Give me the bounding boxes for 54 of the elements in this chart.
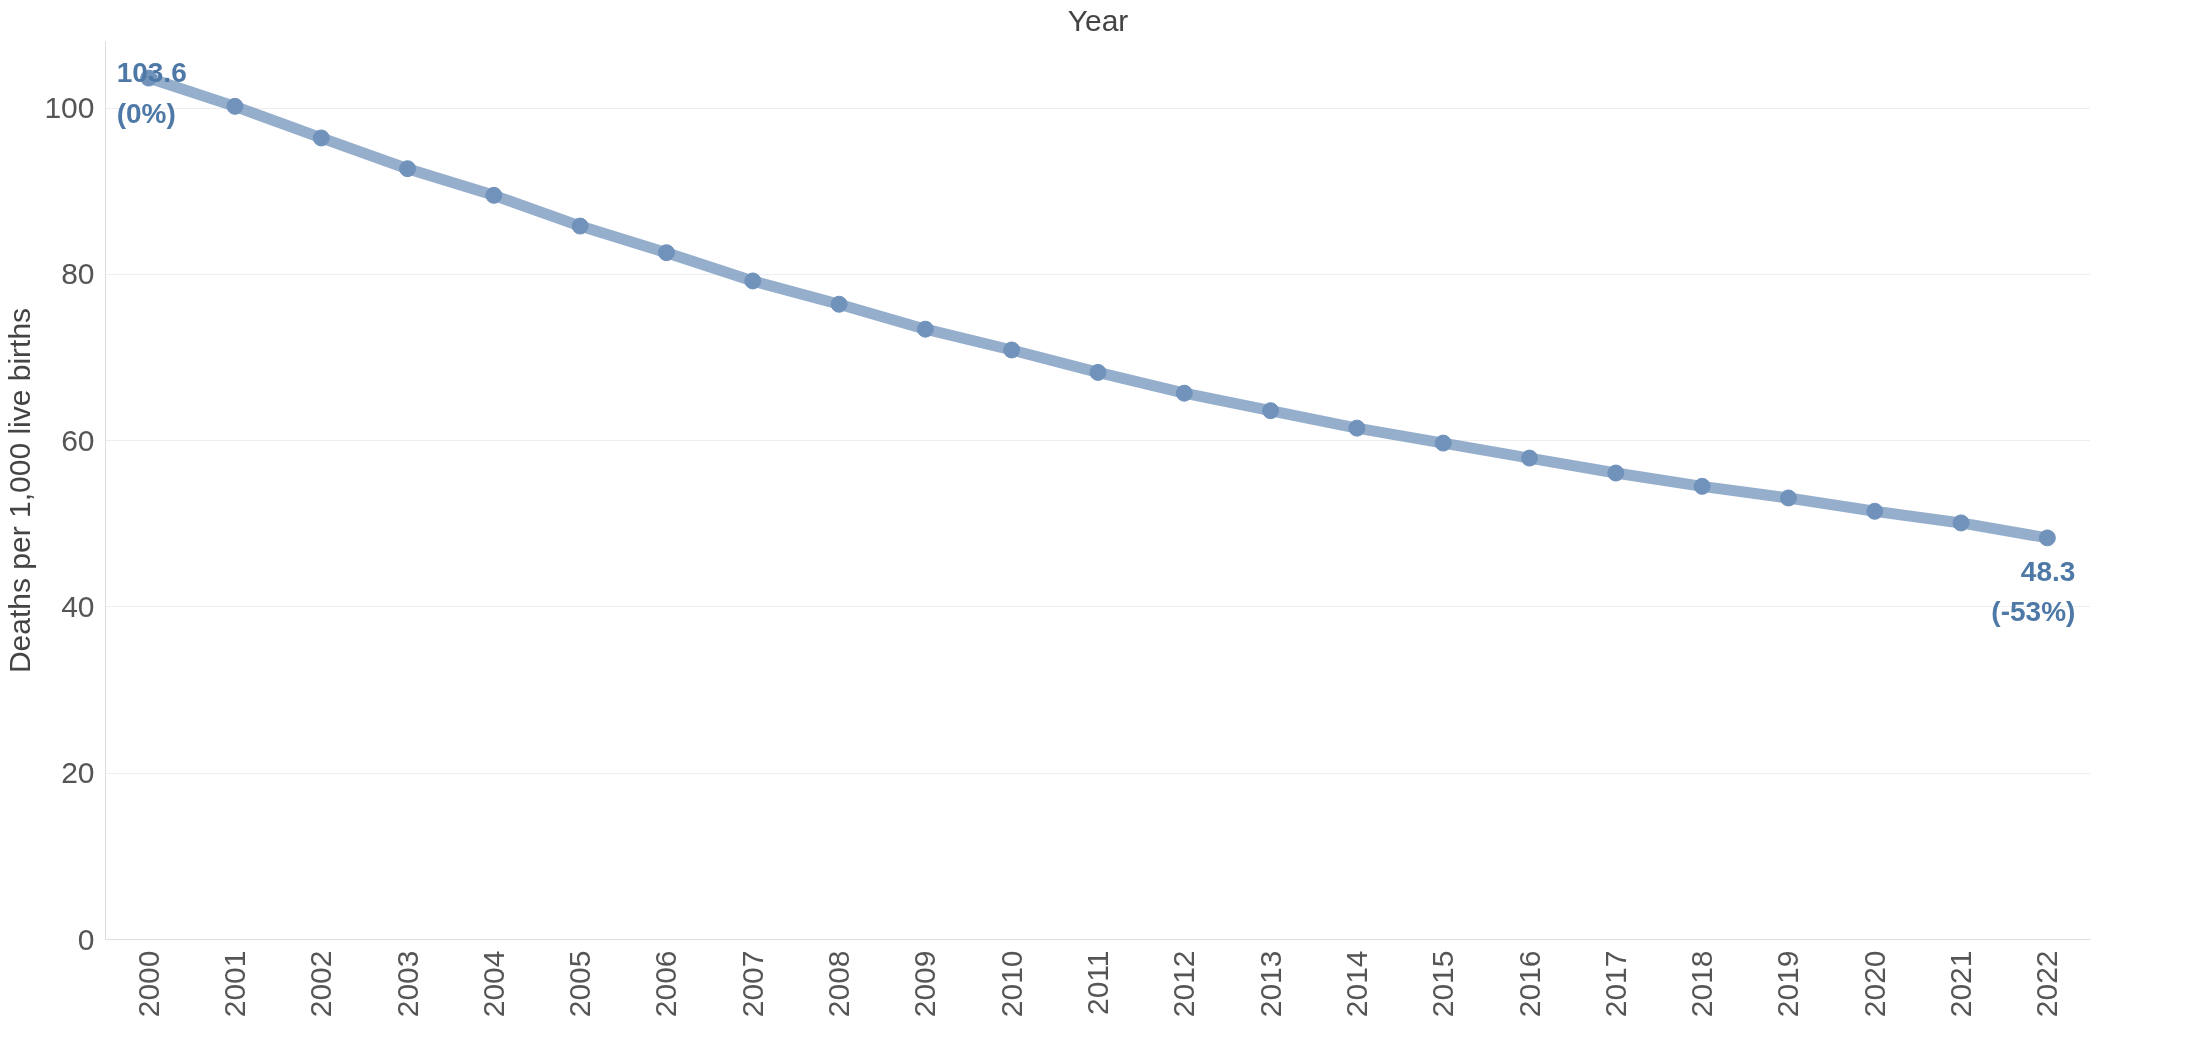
x-tick-label: 2018 — [1685, 950, 1719, 1018]
point — [830, 295, 848, 313]
point — [1175, 384, 1193, 402]
x-tick-label: 2013 — [1253, 950, 1287, 1018]
point — [2038, 529, 2056, 547]
point — [916, 320, 934, 338]
point — [1521, 449, 1539, 467]
x-tick-label: 2012 — [1167, 950, 1201, 1018]
x-axis-title: Year — [1067, 3, 1129, 37]
point — [1434, 434, 1452, 452]
x-tick-label: 2019 — [1771, 950, 1805, 1018]
y-tick-label: 60 — [61, 423, 95, 457]
point — [485, 186, 503, 204]
point — [571, 217, 589, 235]
point — [657, 244, 675, 262]
data-label: 48.3 (-53%) — [1991, 555, 2076, 628]
y-tick-label: 40 — [61, 589, 95, 623]
point — [1607, 464, 1625, 482]
y-tick-label: 80 — [61, 257, 95, 291]
y-tick-label: 20 — [61, 756, 95, 790]
x-tick-label: 2004 — [476, 950, 510, 1018]
x-tick-label: 2003 — [390, 950, 424, 1018]
point — [1952, 514, 1970, 532]
x-tick-label: 2009 — [908, 950, 942, 1018]
x-tick-label: 2000 — [131, 950, 165, 1018]
point — [1866, 502, 1884, 520]
y-tick-label: 100 — [44, 91, 95, 125]
point — [399, 160, 417, 178]
x-tick-label: 2005 — [563, 950, 597, 1018]
point — [226, 97, 244, 115]
x-tick-label: 2017 — [1598, 950, 1632, 1018]
x-tick-label: 2002 — [304, 950, 338, 1018]
x-tick-label: 2016 — [1512, 950, 1546, 1018]
x-tick-label: 2008 — [822, 950, 856, 1018]
x-tick-label: 2020 — [1857, 950, 1891, 1018]
x-tick-label: 2006 — [649, 950, 683, 1018]
x-tick-label: 2021 — [1944, 950, 1978, 1018]
x-tick-label: 2010 — [994, 950, 1028, 1018]
x-tick-label: 2011 — [1081, 950, 1114, 1016]
point — [1779, 489, 1797, 507]
x-tick-label: 2022 — [2030, 950, 2064, 1018]
point — [312, 129, 330, 147]
x-tick-label: 2001 — [217, 950, 251, 1018]
point — [1693, 477, 1711, 495]
x-tick-label: 2014 — [1339, 950, 1373, 1018]
x-tick-label: 2015 — [1426, 950, 1460, 1018]
point — [1348, 419, 1366, 437]
y-axis-title: Deaths per 1,000 live births — [3, 307, 37, 674]
point — [1003, 341, 1021, 359]
point — [1262, 402, 1280, 420]
y-tick-label: 0 — [77, 922, 95, 956]
x-tick-label: 2007 — [735, 950, 769, 1018]
point — [744, 272, 762, 290]
point — [1089, 363, 1107, 381]
